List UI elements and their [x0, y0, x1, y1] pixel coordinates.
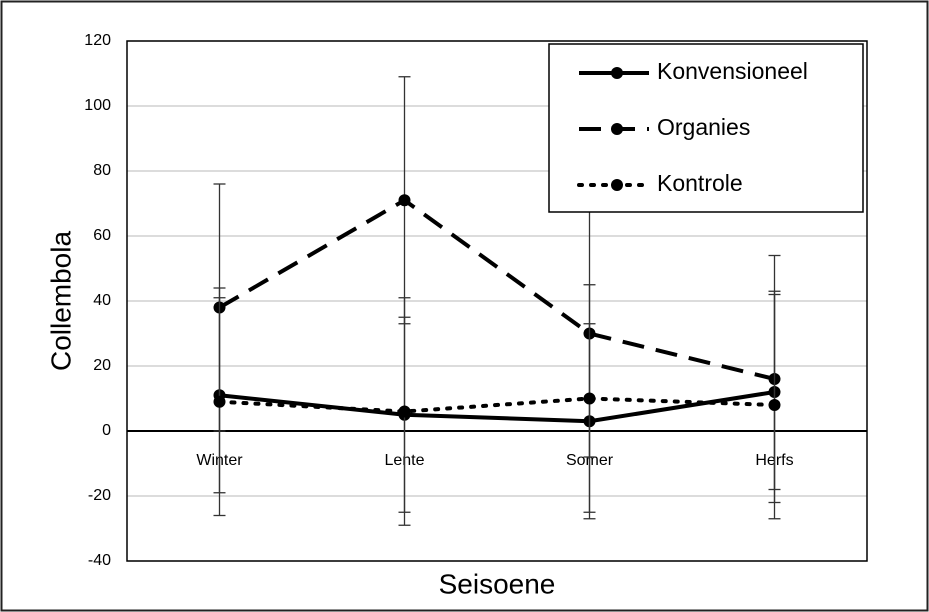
point	[398, 405, 411, 418]
plot-border	[126, 40, 868, 562]
y-tick-label: 40	[93, 292, 111, 309]
x-axis-title: Seisoene	[439, 568, 556, 599]
legend-label: Konvensioneel	[657, 58, 808, 84]
point	[213, 395, 226, 408]
y-tick-label: 80	[93, 162, 111, 179]
point	[583, 392, 596, 405]
y-tick-label: 0	[102, 422, 111, 439]
legend-label: Kontrole	[657, 170, 743, 196]
y-tick-label: 100	[84, 97, 111, 114]
legend-marker	[611, 123, 623, 135]
legend-marker	[611, 179, 623, 191]
series-line	[217, 396, 777, 414]
series-line	[218, 197, 775, 381]
point	[768, 399, 781, 411]
series-line	[219, 390, 775, 424]
y-tick-label: 60	[93, 227, 111, 244]
y-tick-label: 20	[93, 357, 111, 374]
y-tick-label: 120	[84, 32, 111, 49]
point	[398, 194, 411, 207]
legend-marker	[611, 67, 623, 79]
y-axis-title: Collembola	[45, 231, 76, 371]
y-tick-label: -20	[88, 487, 111, 504]
y-tick-label: -40	[88, 552, 111, 569]
legend-label: Organies	[657, 114, 750, 140]
